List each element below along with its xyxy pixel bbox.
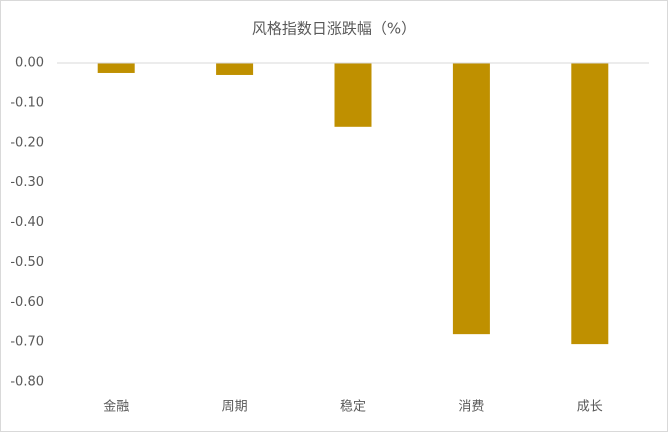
chart-title: 风格指数日涨跌幅（%） <box>252 20 416 38</box>
bar <box>216 63 254 75</box>
bar <box>452 63 490 335</box>
bar <box>97 63 135 73</box>
y-tick-label: -0.10 <box>10 95 44 110</box>
y-tick-label: -0.40 <box>10 215 44 230</box>
x-tick-label: 消费 <box>458 400 484 415</box>
x-tick-label: 周期 <box>222 400 248 415</box>
y-tick-label: 0.00 <box>15 56 44 71</box>
y-tick-label: -0.50 <box>10 255 44 270</box>
bar <box>571 63 609 345</box>
x-tick-label: 稳定 <box>340 399 366 415</box>
y-tick-label: -0.30 <box>10 175 44 190</box>
y-tick-label: -0.60 <box>10 295 44 310</box>
y-tick-label: -0.20 <box>10 135 44 150</box>
x-tick-label: 成长 <box>577 400 603 415</box>
bar <box>334 63 372 127</box>
x-tick-label: 金融 <box>103 399 129 415</box>
y-tick-label: -0.70 <box>10 335 44 350</box>
y-tick-label: -0.80 <box>10 375 44 390</box>
